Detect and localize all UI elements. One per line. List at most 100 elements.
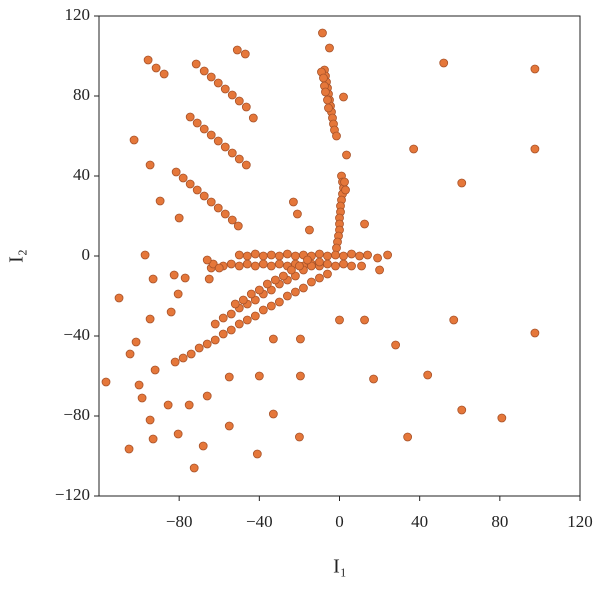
point (234, 319, 244, 329)
point (323, 95, 332, 105)
point (331, 250, 340, 260)
point (134, 380, 144, 390)
point (178, 173, 188, 183)
point (246, 289, 256, 299)
point (159, 69, 169, 79)
x-tick-label: 80 (491, 512, 508, 531)
point (530, 328, 540, 338)
point (224, 372, 234, 382)
point (145, 160, 155, 170)
point (226, 309, 236, 319)
point (307, 261, 316, 271)
point (174, 213, 184, 223)
point (258, 251, 268, 261)
point (262, 279, 272, 289)
point (357, 261, 366, 271)
y-tick-label: 0 (82, 245, 91, 264)
point (137, 393, 147, 403)
point (214, 263, 224, 273)
point (242, 251, 252, 261)
x-tick-label: −40 (246, 512, 273, 531)
point (232, 45, 242, 55)
point (155, 196, 165, 206)
point (363, 250, 372, 260)
point (270, 275, 280, 285)
point (339, 92, 348, 102)
point (409, 144, 419, 154)
y-tick-label: −80 (63, 405, 90, 424)
point (145, 314, 155, 324)
point (321, 87, 330, 97)
point (101, 377, 111, 387)
point (234, 96, 244, 106)
point (114, 293, 124, 303)
point (303, 255, 312, 265)
point (383, 250, 393, 260)
point (403, 432, 413, 442)
point (191, 59, 201, 69)
point (199, 191, 209, 201)
point (140, 250, 150, 260)
point (242, 315, 252, 325)
point (335, 315, 344, 325)
point (332, 131, 341, 141)
point (315, 257, 324, 267)
point (227, 148, 237, 158)
point (360, 315, 369, 325)
point (439, 58, 449, 68)
point (315, 249, 324, 259)
point (258, 259, 268, 269)
point (340, 177, 349, 187)
point (125, 349, 135, 359)
point (248, 113, 258, 123)
y-axis-label: I₂ (6, 249, 28, 263)
point (339, 259, 348, 269)
point (202, 339, 212, 349)
point (218, 329, 228, 339)
point (170, 357, 180, 367)
point (250, 295, 260, 305)
point (250, 261, 260, 271)
point (192, 118, 202, 128)
point (497, 413, 507, 423)
point (226, 325, 236, 335)
point (339, 251, 348, 261)
point (291, 287, 300, 297)
x-tick-label: −80 (166, 512, 193, 531)
point (166, 307, 176, 317)
point (530, 144, 540, 154)
point (180, 273, 190, 283)
point (457, 178, 467, 188)
point (268, 409, 278, 419)
point (347, 261, 356, 271)
point (323, 251, 332, 261)
point (185, 112, 195, 122)
x-tick-label: 40 (411, 512, 428, 531)
point (315, 273, 324, 283)
y-tick-label: 80 (73, 85, 90, 104)
point (266, 301, 276, 311)
point (227, 90, 237, 100)
point (373, 253, 382, 263)
y-tick-label: −40 (63, 325, 90, 344)
point (213, 203, 223, 213)
point (240, 49, 250, 59)
point (199, 124, 209, 134)
point (226, 259, 236, 269)
point (319, 73, 328, 83)
point (124, 444, 134, 454)
point (266, 261, 276, 271)
y-tick-label: −120 (55, 485, 90, 504)
point (206, 72, 216, 82)
point (202, 391, 212, 401)
point (234, 250, 244, 260)
point (199, 66, 209, 76)
point (278, 271, 288, 281)
point (530, 64, 540, 74)
point (189, 463, 199, 473)
point (238, 295, 248, 305)
point (299, 283, 308, 293)
point (258, 305, 268, 315)
